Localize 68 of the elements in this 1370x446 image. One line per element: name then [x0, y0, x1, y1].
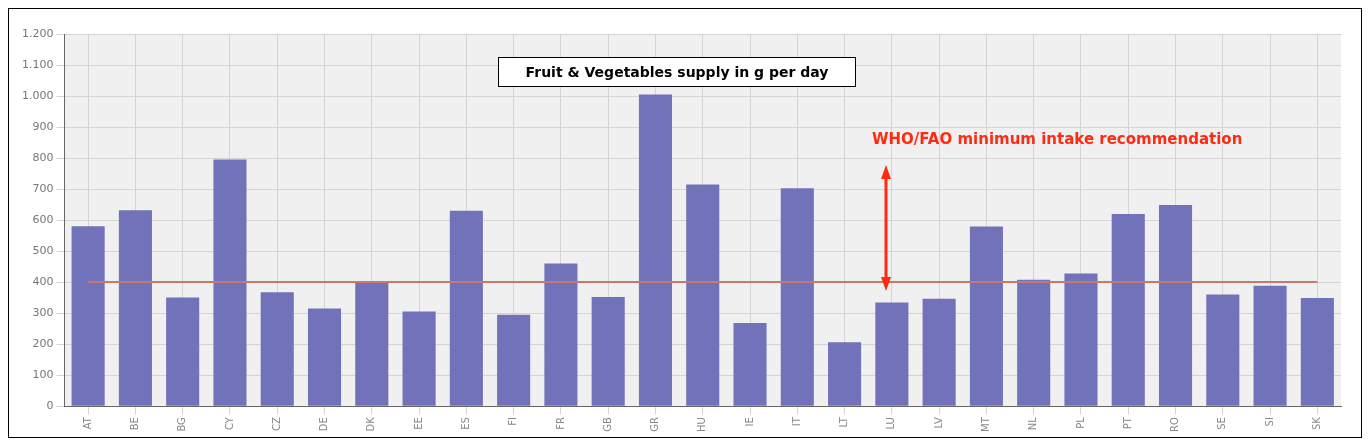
bar: [1111, 213, 1145, 406]
x-tick-label: SK: [1310, 416, 1322, 431]
bar: [166, 297, 200, 406]
bar: [71, 226, 105, 406]
bar: [260, 292, 294, 406]
annotation: WHO/FAO minimum intake recommendation: [872, 130, 1243, 148]
bar: [355, 282, 389, 406]
bar: [402, 311, 436, 406]
y-tick-label: 200: [32, 336, 54, 350]
bar: [922, 298, 956, 406]
x-tick-label: GB: [601, 417, 613, 432]
y-tick-label: 300: [32, 305, 54, 319]
y-tick-label: 800: [32, 150, 54, 164]
x-tick-label: DE: [318, 417, 330, 432]
x-tick-label: PT: [1121, 416, 1133, 430]
bar: [1206, 294, 1240, 406]
x-tick-label: SE: [1216, 417, 1228, 430]
x-tick-label: BG: [176, 417, 188, 432]
y-tick-label: 600: [32, 212, 54, 226]
x-tick-label: MT: [980, 416, 992, 432]
y-tick-label: 100: [32, 368, 54, 382]
x-tick-label: IE: [743, 417, 755, 427]
x-tick-label: FI: [507, 417, 519, 426]
bar: [544, 263, 578, 406]
x-tick-label: DK: [365, 416, 377, 432]
x-tick-label: LU: [885, 417, 897, 430]
x-tick-label: ES: [459, 417, 471, 430]
bar: [307, 308, 342, 406]
bar: [1158, 204, 1193, 406]
bar: [780, 188, 814, 406]
bar: [1300, 297, 1334, 406]
x-tick-label: PL: [1074, 416, 1086, 429]
bar: [828, 342, 862, 406]
x-tick-label: CZ: [270, 417, 282, 431]
x-tick-label: GR: [649, 417, 661, 432]
x-tick-label: NL: [1027, 416, 1039, 431]
x-tick-label: LV: [932, 417, 944, 429]
bar: [213, 159, 247, 406]
y-tick-label: 1.100: [21, 57, 54, 71]
bar: [969, 226, 1003, 406]
x-tick-label: EE: [412, 417, 424, 430]
y-tick-label: 1.200: [21, 26, 54, 40]
x-tick-label: FR: [554, 417, 566, 430]
bar: [591, 296, 625, 406]
y-tick-label: 500: [32, 243, 54, 257]
y-tick-label: 0: [46, 399, 54, 413]
y-tick-label: 700: [32, 181, 54, 195]
bar: [733, 323, 767, 406]
bar: [1017, 279, 1051, 406]
bar: [497, 314, 531, 406]
bar: [1253, 285, 1287, 406]
bar: [118, 210, 152, 406]
bar: [449, 210, 483, 406]
x-tick-label: AT: [81, 416, 93, 430]
x-tick-label: IT: [790, 416, 802, 427]
x-tick-label: RO: [1169, 417, 1181, 432]
y-tick-label: 400: [32, 274, 54, 288]
x-tick-label: CY: [223, 416, 235, 431]
bar: [875, 302, 909, 406]
y-tick-label: 1.000: [21, 88, 54, 102]
y-tick-label: 900: [32, 119, 54, 133]
bar: [638, 94, 673, 406]
x-tick-label: HU: [696, 417, 708, 432]
x-tick-label: BE: [129, 417, 140, 431]
x-tick-label: SI: [1263, 417, 1275, 427]
x-tick-label: LT: [838, 416, 850, 428]
bar: [1064, 273, 1098, 406]
bar: [686, 184, 720, 406]
